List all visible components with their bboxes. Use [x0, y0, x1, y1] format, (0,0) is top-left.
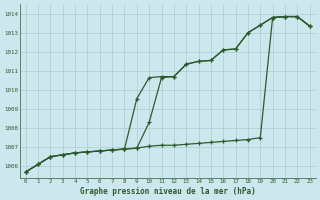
X-axis label: Graphe pression niveau de la mer (hPa): Graphe pression niveau de la mer (hPa) — [80, 187, 256, 196]
